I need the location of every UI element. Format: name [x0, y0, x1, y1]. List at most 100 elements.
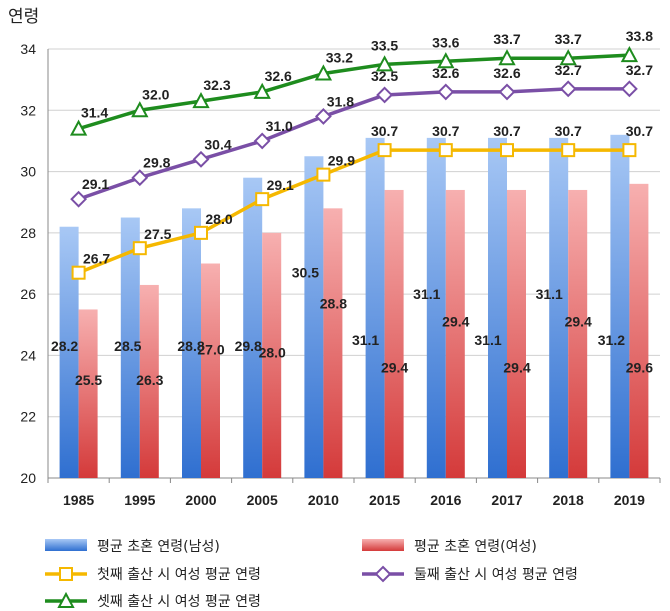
marker-triangle — [253, 82, 271, 99]
x-tick-label: 2015 — [369, 492, 400, 508]
marker-square — [71, 265, 86, 280]
line-point-label: 28.0 — [205, 211, 232, 227]
legend-label: 평균 초혼 연령(남성) — [97, 539, 220, 555]
marker-diamond — [131, 169, 149, 187]
marker-square — [194, 225, 208, 240]
legend-swatch — [45, 539, 87, 551]
marker-triangle — [314, 64, 333, 81]
x-tick-label: 2010 — [308, 492, 339, 508]
line-point-label: 33.7 — [493, 31, 520, 47]
bar — [262, 232, 282, 478]
lines — [69, 46, 639, 280]
line-point-label: 32.6 — [432, 65, 459, 81]
series-line — [77, 148, 630, 275]
legend-label: 첫째 출산 시 여성 평균 연령 — [97, 567, 261, 583]
marker-square — [316, 167, 331, 182]
y-tick-label: 28 — [20, 225, 36, 241]
legend-label: 둘째 출산 시 여성 평균 연령 — [414, 567, 578, 583]
legend-swatch — [362, 539, 404, 551]
line-point-label: 26.7 — [83, 251, 110, 267]
x-tick-label: 2018 — [553, 492, 584, 508]
bar-label-female: 29.4 — [442, 314, 469, 330]
bar-label-female: 26.3 — [136, 372, 163, 388]
y-tick-label: 20 — [20, 470, 36, 486]
x-tick-label: 2019 — [614, 492, 645, 508]
bar-label-male: 28.5 — [114, 338, 141, 354]
bar — [365, 137, 385, 478]
line-point-label: 29.1 — [82, 176, 109, 192]
bar-label-male: 30.5 — [292, 265, 319, 281]
marker-diamond — [70, 190, 88, 208]
line-point-label: 31.0 — [266, 118, 293, 134]
line-point-label: 33.2 — [326, 50, 353, 66]
bar-label-male: 29.8 — [235, 338, 262, 354]
bar-label-male: 31.1 — [474, 332, 501, 348]
marker-diamond — [437, 83, 455, 101]
legend-label: 평균 초혼 연령(여성) — [414, 539, 537, 555]
bar — [59, 226, 79, 478]
bar — [201, 263, 220, 478]
marker-triangle — [69, 119, 88, 136]
line-point-label: 31.8 — [327, 93, 354, 109]
line-point-label: 30.7 — [493, 123, 520, 139]
line-point-label: 29.9 — [328, 153, 355, 169]
marker-triangle — [375, 55, 394, 72]
data-labels: 28.2 28.5 28.8 29.8 30.5 31.1 31.1 31.1 31.1 31.2… — [51, 28, 653, 388]
marker-square — [622, 143, 637, 158]
y-axis-title: 연령 — [8, 7, 39, 27]
series-line — [78, 53, 630, 131]
y-tick-label: 30 — [20, 164, 36, 180]
line-point-label: 30.4 — [204, 136, 231, 152]
bar-label-female: 27.0 — [197, 341, 224, 357]
line-point-label: 33.8 — [626, 28, 653, 44]
bar — [549, 137, 569, 478]
marker-square — [132, 241, 147, 256]
marker-diamond — [314, 107, 332, 125]
bar — [139, 284, 159, 478]
legend: 평균 초혼 연령(남성) 평균 초혼 연령(여성) 첫째 출산 시 여성 평균 연령… — [45, 539, 578, 610]
marker-square — [59, 567, 73, 581]
bar — [182, 208, 201, 479]
axes: 20 22 24 26 28 30 32 34 1985 1995 2000 2005 2010 2015… — [20, 41, 661, 508]
marker-triangle — [437, 52, 455, 69]
marker-diamond — [559, 80, 577, 98]
bars — [59, 134, 649, 479]
bar — [304, 156, 324, 478]
marker-triangle — [131, 101, 149, 118]
line-point-label: 30.7 — [432, 123, 459, 139]
bar — [488, 137, 507, 478]
line-point-label: 29.8 — [143, 155, 170, 171]
bar — [78, 309, 98, 478]
x-tick-label: 2000 — [185, 492, 216, 508]
y-tick-label: 32 — [20, 102, 36, 118]
bar-label-female: 28.0 — [259, 344, 286, 360]
marker-triangle — [620, 46, 639, 63]
bar-label-male: 28.2 — [51, 338, 78, 354]
line-point-label: 32.3 — [203, 77, 230, 93]
bar — [384, 189, 404, 478]
x-tick-label: 2017 — [491, 492, 522, 508]
line-point-label: 32.6 — [265, 68, 292, 84]
marker-triangle — [192, 91, 210, 109]
line-point-label: 33.7 — [555, 31, 582, 47]
bar — [323, 208, 343, 479]
marker-diamond — [498, 83, 516, 101]
line-point-label: 29.1 — [267, 177, 294, 193]
bar — [445, 189, 465, 478]
line-point-label: 30.7 — [555, 123, 582, 139]
bar — [120, 217, 140, 479]
y-tick-label: 22 — [20, 409, 36, 425]
bar-label-male: 31.1 — [413, 286, 440, 302]
bar — [568, 189, 588, 478]
x-tick-label: 2016 — [430, 492, 461, 508]
marker-diamond — [192, 150, 210, 168]
line-point-label: 32.0 — [142, 86, 169, 102]
bar-label-male: 31.1 — [536, 286, 563, 302]
legend-label: 셋째 출산 시 여성 평균 연령 — [97, 594, 261, 610]
bar-label-female: 29.6 — [626, 360, 653, 376]
line-point-label: 32.7 — [626, 62, 653, 78]
marker-diamond — [620, 80, 638, 98]
marker-diamond — [376, 86, 394, 104]
